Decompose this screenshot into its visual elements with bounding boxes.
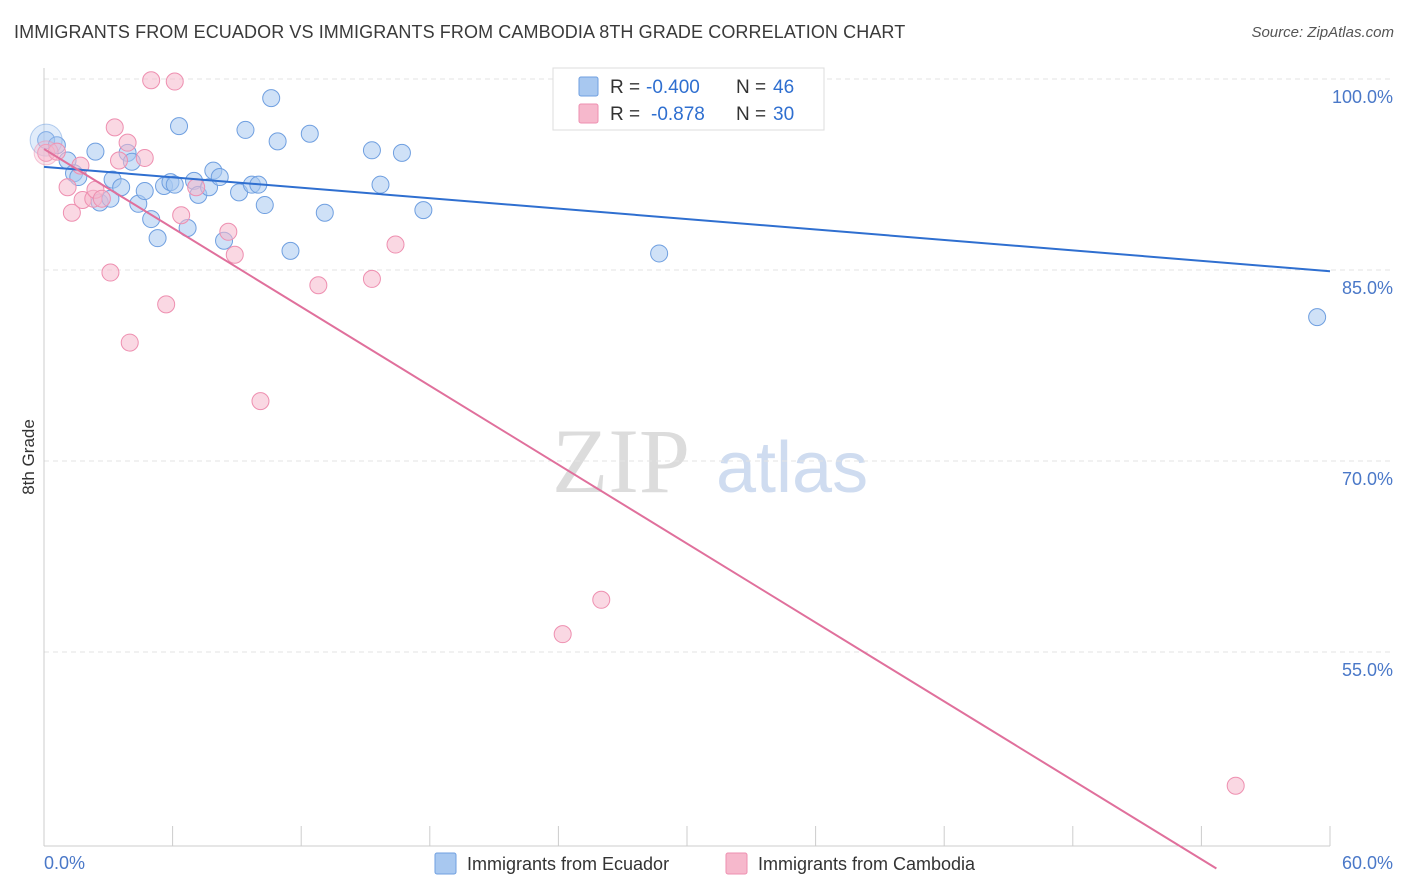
ecuador-points (29, 89, 1327, 327)
legend-ecuador-swatch (434, 852, 457, 875)
cambodia-r-label: R = (610, 104, 640, 125)
cambodia-swatch (578, 103, 599, 124)
x-axis-ticks (43, 826, 1331, 846)
cambodia-point-28 (1226, 776, 1245, 795)
ecuador-point-18 (165, 175, 184, 194)
ecuador-point-38 (371, 175, 390, 194)
cambodia-r-value: -0.878 (651, 104, 705, 125)
x-tick-label-max: 60.0% (1342, 853, 1393, 873)
y-tick-label-2: 85.0% (1342, 278, 1393, 298)
ecuador-point-13 (135, 182, 154, 201)
cambodia-point-17 (165, 72, 184, 91)
source-credit: Source: ZipAtlas.com (1251, 24, 1394, 41)
ecuador-point-37 (362, 141, 381, 160)
x-tick-label-min: 0.0% (44, 853, 85, 873)
cambodia-point-27 (592, 590, 611, 609)
cambodia-point-15 (142, 71, 161, 90)
ecuador-point-25 (210, 168, 229, 187)
cambodia-point-24 (362, 269, 381, 288)
ecuador-trend-line (43, 165, 1331, 273)
ecuador-n-label: N = (736, 77, 766, 98)
ecuador-point-40 (414, 201, 433, 220)
cambodia-point-14 (135, 148, 154, 167)
ecuador-point-19 (170, 117, 189, 136)
chart-title: IMMIGRANTS FROM ECUADOR VS IMMIGRANTS FR… (14, 22, 906, 42)
cambodia-point-18 (172, 206, 191, 225)
gridlines (44, 78, 1392, 653)
watermark-atlas: atlas (716, 428, 868, 508)
ecuador-point-35 (300, 124, 319, 143)
ecuador-point-32 (262, 89, 281, 108)
cambodia-point-20 (219, 222, 238, 241)
ecuador-r-label: R = (610, 77, 640, 98)
ecuador-swatch (578, 76, 599, 97)
ecuador-r-value: -0.400 (646, 77, 700, 98)
trend-lines (43, 148, 1331, 870)
cambodia-n-value: 30 (773, 104, 794, 125)
cambodia-trend-line (43, 148, 1217, 870)
ecuador-point-34 (281, 241, 300, 260)
ecuador-point-39 (392, 143, 411, 162)
cambodia-point-12 (118, 133, 137, 152)
cambodia-point-25 (386, 235, 405, 254)
legend-ecuador-label: Immigrants from Ecuador (467, 854, 669, 874)
ecuador-point-28 (236, 120, 255, 139)
y-axis-tick-labels: 55.0% 70.0% 85.0% 100.0% (1332, 87, 1393, 680)
y-tick-label-0: 55.0% (1342, 660, 1393, 680)
cambodia-point-19 (187, 178, 206, 197)
y-tick-label-1: 70.0% (1342, 469, 1393, 489)
y-tick-label-3: 100.0% (1332, 87, 1393, 107)
cambodia-point-9 (101, 263, 120, 282)
legend-cambodia-label: Immigrants from Cambodia (758, 854, 976, 874)
cambodia-point-16 (157, 295, 176, 314)
cambodia-point-26 (553, 625, 572, 644)
ecuador-point-15 (148, 229, 167, 248)
ecuador-point-41 (650, 244, 669, 263)
cambodia-point-11 (110, 151, 129, 170)
ecuador-point-31 (255, 196, 274, 215)
cambodia-point-13 (120, 333, 139, 352)
cambodia-point-2 (58, 178, 77, 197)
cambodia-point-cluster (33, 140, 59, 166)
ecuador-n-value: 46 (773, 77, 794, 98)
ecuador-point-5 (86, 142, 105, 161)
cambodia-n-label: N = (736, 104, 766, 125)
y-axis-title: 8th Grade (19, 419, 38, 495)
series-legend: Immigrants from Ecuador Immigrants from … (434, 852, 976, 875)
ecuador-point-42 (1308, 308, 1327, 327)
ecuador-point-33 (268, 132, 287, 151)
legend-cambodia-swatch (725, 852, 748, 875)
cambodia-point-21 (225, 245, 244, 264)
cambodia-point-8 (92, 189, 111, 208)
cambodia-point-23 (309, 276, 328, 295)
stats-legend: R = -0.400 N = 46 R = -0.878 N = 30 (552, 67, 825, 131)
cambodia-point-3 (62, 203, 81, 222)
ecuador-point-36 (315, 203, 334, 222)
cambodia-point-22 (251, 392, 270, 411)
cambodia-point-10 (105, 118, 124, 137)
